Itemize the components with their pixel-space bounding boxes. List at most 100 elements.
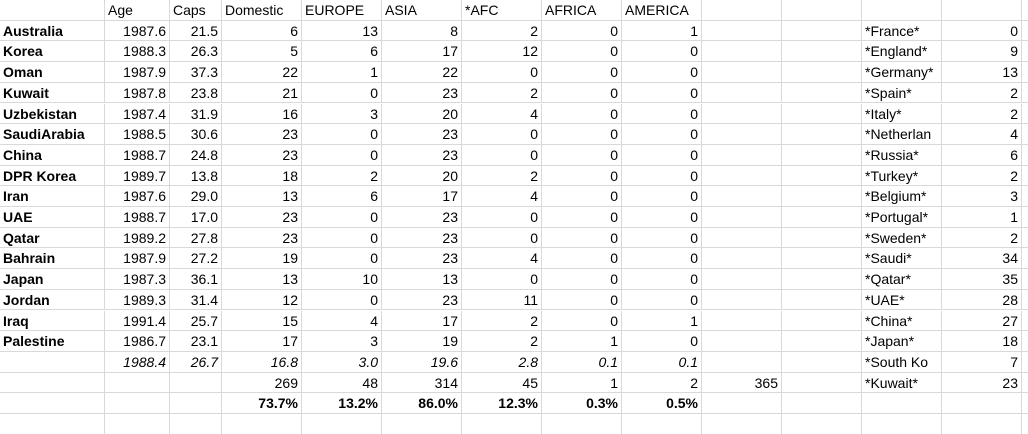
cell [0,414,105,434]
value-cell: 12 [462,41,542,63]
cell [702,414,782,434]
cell [0,351,105,373]
cell [782,248,862,270]
percent-cell: 73.7% [222,393,302,414]
cell [782,414,862,434]
country-name: Qatar [0,227,105,249]
cell [222,414,302,434]
value-cell: 0 [542,20,622,42]
value-cell: 8 [382,20,462,42]
country-label: *Spain* [862,82,942,104]
count-cell: 1 [942,207,1022,228]
cell [702,269,782,290]
value-cell: 0 [542,269,622,290]
cell [462,414,542,434]
value-cell: 0 [542,186,622,207]
value-cell: 0 [542,82,622,104]
value-cell: 0 [302,207,382,228]
country-label: *China* [862,310,942,332]
cell [1022,83,1028,104]
cell [782,62,862,83]
value-cell: 13 [302,20,382,42]
cell [862,414,942,434]
country-label: *England* [862,41,942,63]
value-cell: 0 [302,82,382,104]
cell [782,331,862,352]
value-cell: 23 [382,227,462,249]
cell [1022,228,1028,249]
value-cell: 0 [542,227,622,249]
cell [170,414,222,434]
average-cell: 26.7 [170,351,222,373]
column-header: AFRICA [542,0,622,21]
count-cell: 2 [942,82,1022,104]
value-cell: 1 [622,20,702,42]
cell [1022,248,1028,270]
value-cell: 11 [462,289,542,311]
value-cell: 0 [622,41,702,63]
value-cell: 0 [302,144,382,166]
value-cell: 0 [542,41,622,63]
value-cell: 0 [462,227,542,249]
country-name: Iraq [0,310,105,332]
value-cell: 1991.4 [105,310,170,332]
average-cell: 1988.4 [105,351,170,373]
value-cell: 0 [542,310,622,332]
value-cell: 1 [542,331,622,352]
value-cell: 0 [302,227,382,249]
cell [1022,290,1028,311]
value-cell: 0 [462,124,542,145]
value-cell: 6 [302,186,382,207]
country-label: *Italy* [862,103,942,125]
value-cell: 0 [622,289,702,311]
value-cell: 6 [302,41,382,63]
count-cell: 13 [942,62,1022,83]
cell [702,186,782,207]
cell [105,372,170,394]
value-cell: 10 [302,269,382,290]
value-cell: 23 [382,144,462,166]
count-cell: 6 [942,144,1022,166]
country-label: *Saudi* [862,248,942,270]
value-cell: 0 [622,82,702,104]
cell [1022,311,1028,332]
value-cell: 0 [462,144,542,166]
count-cell: 2 [942,227,1022,249]
country-name: China [0,144,105,166]
value-cell: 0 [542,103,622,125]
cell [942,414,1022,434]
total-cell: 365 [702,372,782,394]
cell [302,414,382,434]
cell [1022,331,1028,352]
value-cell: 23 [222,227,302,249]
value-cell: 18 [222,165,302,187]
value-cell: 12 [222,289,302,311]
cell [702,310,782,332]
value-cell: 0 [462,269,542,290]
value-cell: 23.1 [170,331,222,352]
column-header: Caps [170,0,222,21]
cell [702,0,782,21]
country-label: *Portugal* [862,207,942,228]
value-cell: 27.8 [170,227,222,249]
value-cell: 1989.3 [105,289,170,311]
count-cell: 9 [942,41,1022,63]
value-cell: 36.1 [170,269,222,290]
count-cell: 4 [942,124,1022,145]
value-cell: 0 [622,144,702,166]
value-cell: 19 [222,248,302,270]
cell [702,20,782,42]
value-cell: 23 [382,289,462,311]
average-cell: 3.0 [302,351,382,373]
count-cell: 3 [942,186,1022,207]
cell [1022,207,1028,228]
country-label: *Japan* [862,331,942,352]
value-cell: 23 [382,207,462,228]
country-label: *Belgium* [862,186,942,207]
cell [702,207,782,228]
country-name: Palestine [0,331,105,352]
value-cell: 17 [382,310,462,332]
cell [782,124,862,145]
country-label: *Netherlan [862,124,942,145]
cell [1022,104,1028,125]
